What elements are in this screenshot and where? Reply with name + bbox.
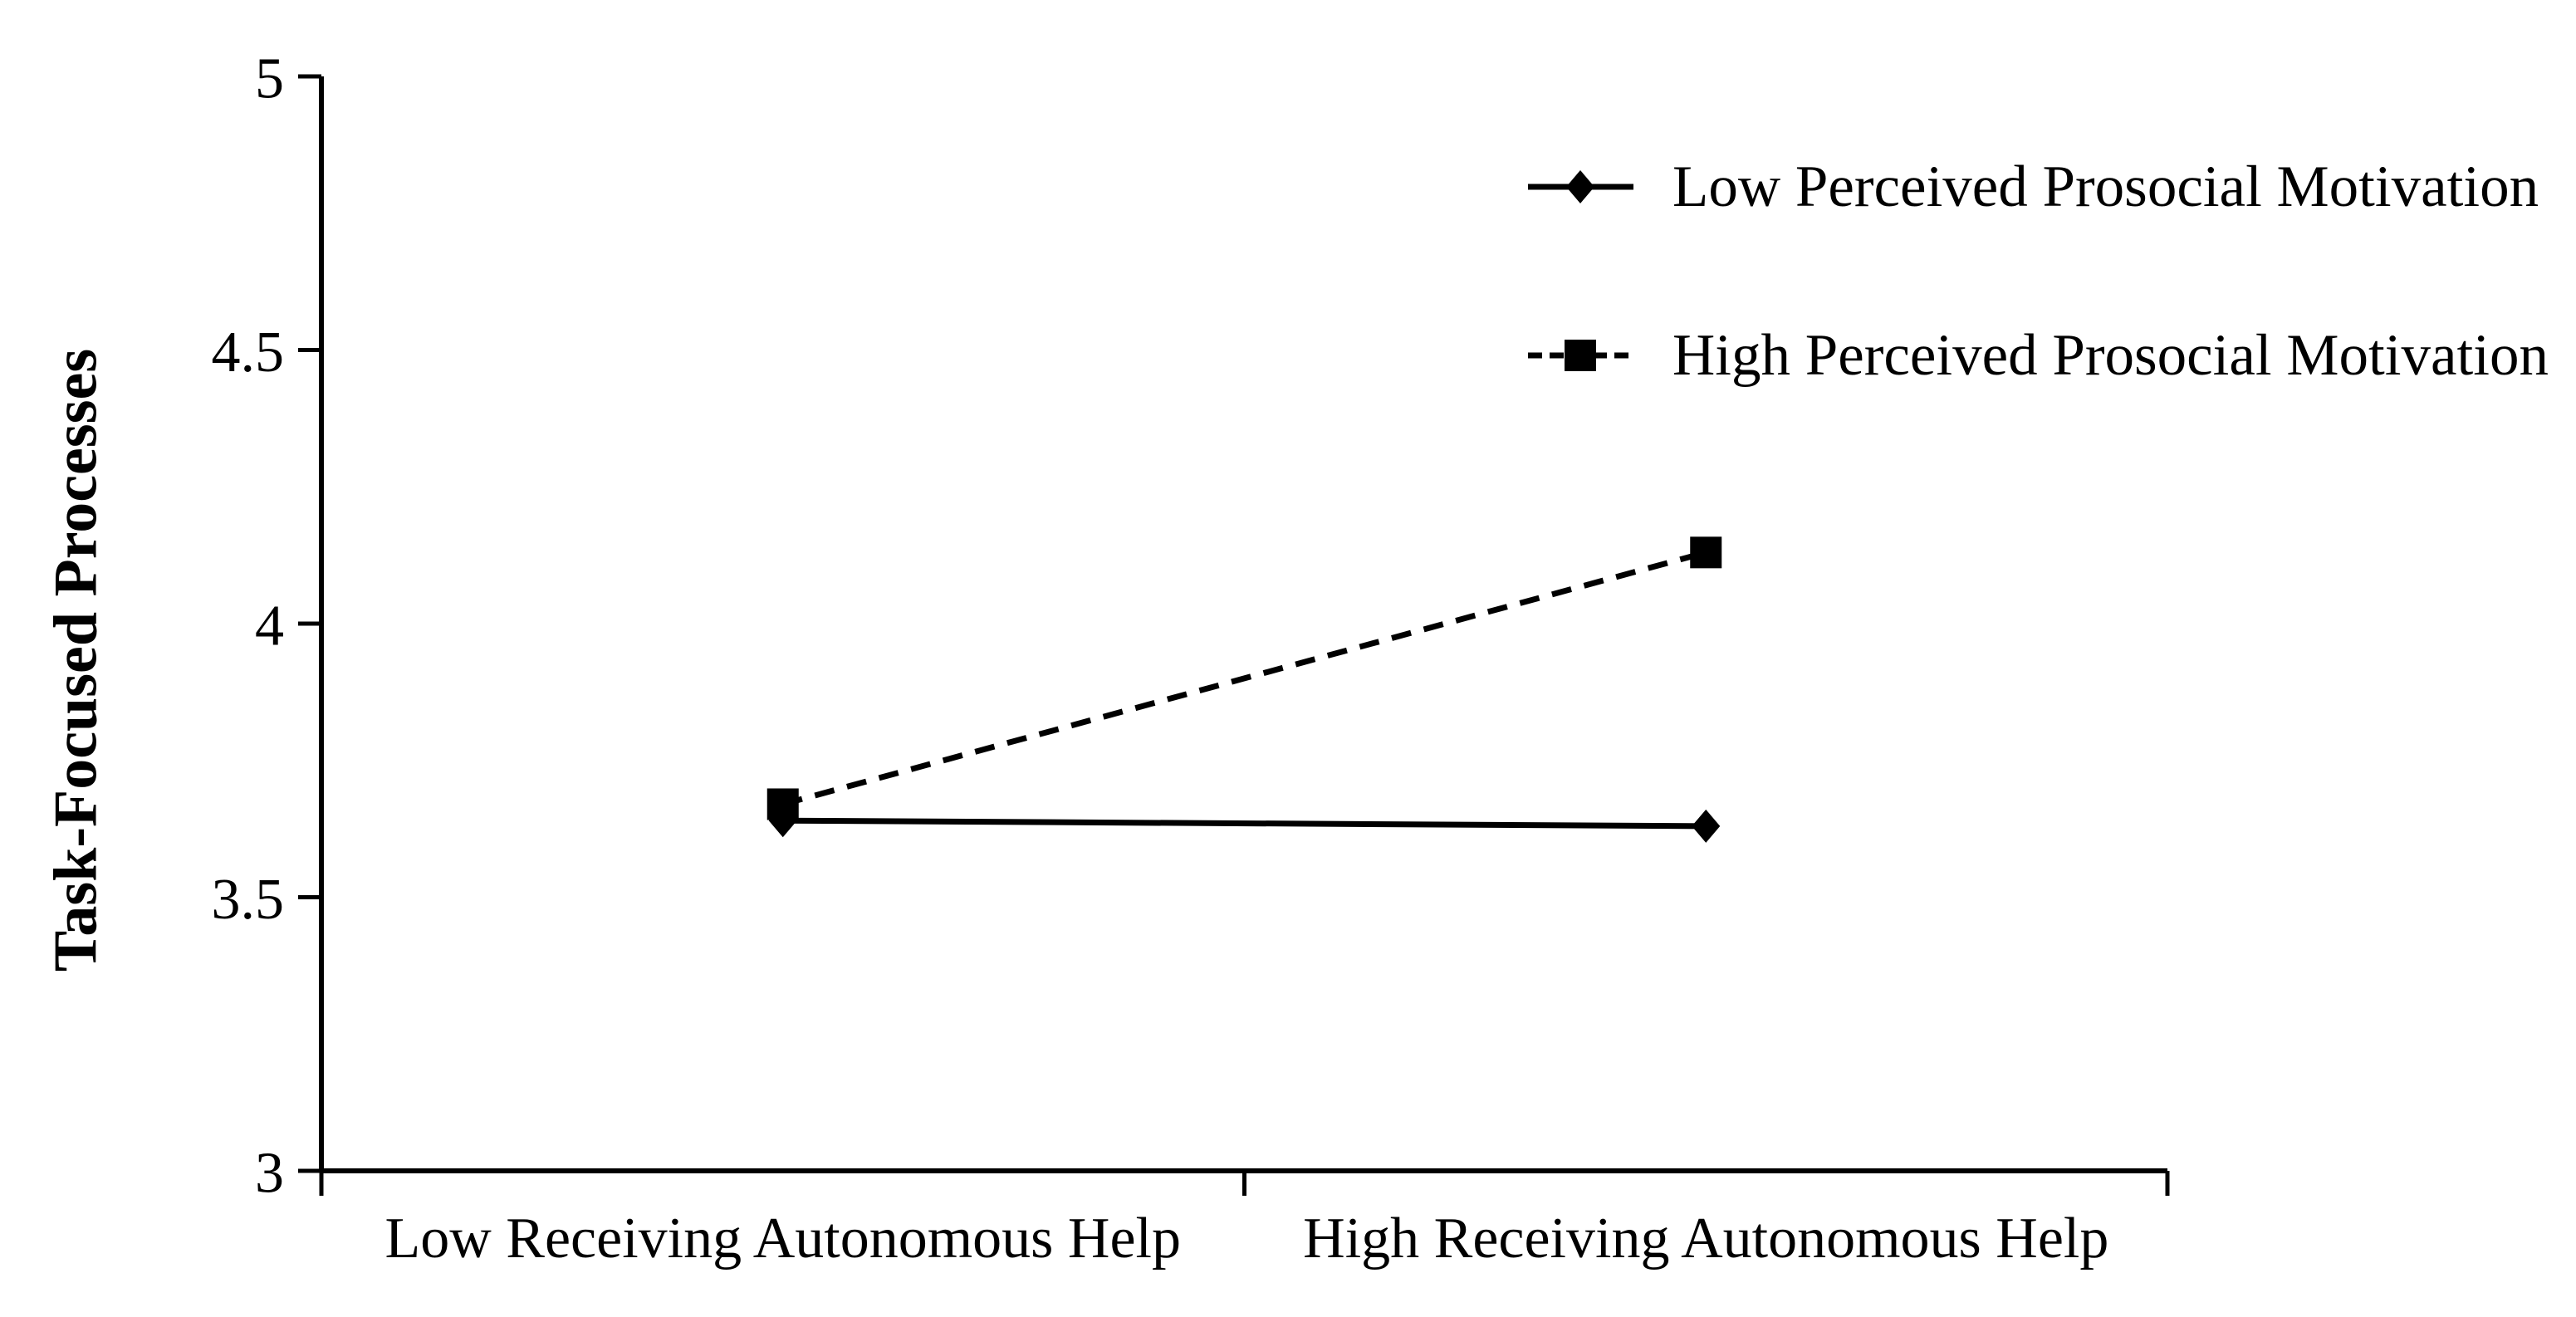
axes [298,74,2170,1196]
y-tick-label: 4.5 [212,321,285,384]
square-marker-icon [766,788,799,820]
diamond-marker-icon [1692,809,1721,843]
square-marker-icon [1690,536,1722,569]
y-tick-label: 3.5 [212,868,285,932]
y-tick-labels: 3 3.5 4 4.5 5 [212,47,285,1205]
x-category-label-low-receiving: Low Receiving Autonomous Help [384,1207,1182,1270]
x-category-label-high-receiving: High Receiving Autonomous Help [1303,1207,2109,1270]
series-lines [766,536,1722,843]
series-low-perceived [768,804,1721,843]
series-high-perceived [766,536,1722,820]
series-line [781,549,1707,807]
y-tick-label: 3 [255,1141,284,1205]
series-line [782,817,1707,830]
y-tick-label: 5 [255,47,284,110]
y-tick-label: 4 [255,594,284,658]
